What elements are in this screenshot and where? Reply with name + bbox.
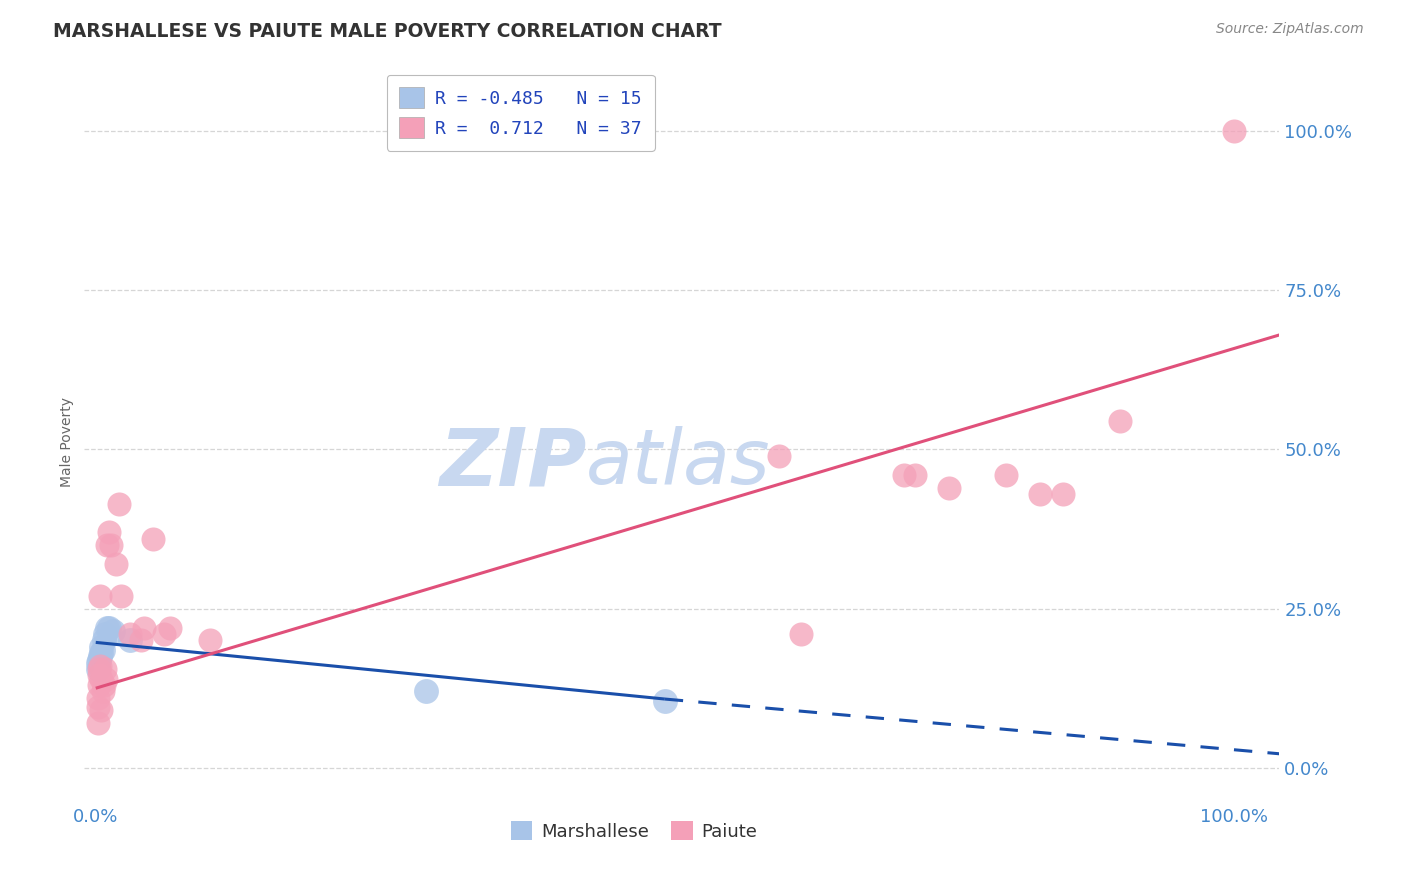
Y-axis label: Male Poverty: Male Poverty (60, 397, 75, 486)
Point (89, 659, 111, 673)
Text: Source: ZipAtlas.com: Source: ZipAtlas.com (1216, 22, 1364, 37)
Point (91, 684, 114, 698)
Point (89, 652, 111, 666)
Point (90, 640, 112, 654)
Point (790, 627, 813, 641)
Point (118, 633, 141, 648)
Point (87, 656, 110, 670)
Point (118, 627, 141, 641)
Point (90, 672, 112, 686)
Point (1052, 487, 1074, 501)
Point (1109, 414, 1132, 428)
Point (90, 646, 112, 660)
Point (415, 684, 437, 698)
Point (105, 557, 128, 571)
Point (100, 538, 122, 552)
Point (1029, 487, 1052, 501)
Point (132, 621, 155, 635)
Point (87, 700, 110, 714)
Point (89, 649, 111, 664)
Point (93, 633, 115, 648)
Legend: Marshallese, Paiute: Marshallese, Paiute (503, 814, 765, 848)
Point (98, 525, 121, 540)
Point (87, 716, 110, 731)
Point (153, 627, 176, 641)
Point (129, 633, 152, 648)
Point (94, 672, 117, 686)
Point (654, 694, 676, 708)
Point (94, 627, 117, 641)
Point (89, 589, 111, 603)
Point (96, 621, 118, 635)
Point (107, 497, 129, 511)
Point (89, 662, 111, 676)
Text: atlas: atlas (586, 426, 770, 500)
Point (904, 467, 927, 482)
Point (159, 621, 181, 635)
Point (89, 678, 111, 692)
Text: ZIP: ZIP (439, 425, 586, 502)
Point (893, 467, 915, 482)
Point (101, 624, 124, 638)
Point (1223, 124, 1246, 138)
Point (96, 538, 118, 552)
Point (91, 643, 114, 657)
Point (93, 678, 115, 692)
Text: MARSHALLESE VS PAIUTE MALE POVERTY CORRELATION CHART: MARSHALLESE VS PAIUTE MALE POVERTY CORRE… (53, 22, 723, 41)
Point (198, 633, 221, 648)
Point (94, 662, 117, 676)
Point (110, 589, 132, 603)
Point (89, 668, 111, 682)
Point (938, 481, 960, 495)
Point (87, 690, 110, 705)
Point (87, 662, 110, 676)
Point (90, 704, 112, 718)
Point (768, 449, 790, 463)
Point (142, 532, 165, 546)
Point (98, 621, 121, 635)
Point (995, 467, 1018, 482)
